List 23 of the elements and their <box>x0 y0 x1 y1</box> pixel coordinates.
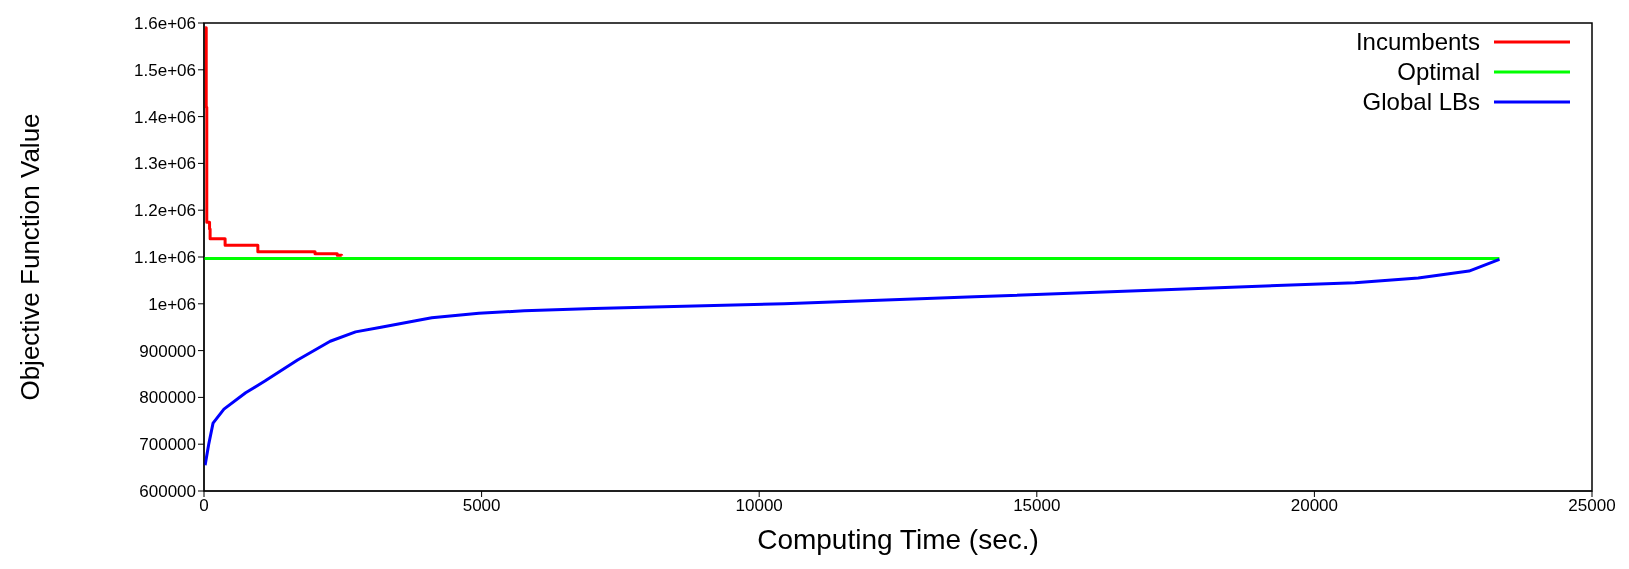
legend-label: Incumbents <box>1355 28 1480 56</box>
y-tick-label: 1.5e+06 <box>134 60 196 80</box>
y-tick-label: 800000 <box>139 388 196 408</box>
line-series <box>204 257 1501 467</box>
y-tick-label: 1.3e+06 <box>134 154 196 174</box>
x-tick-label: 20000 <box>1290 496 1339 516</box>
x-axis-title: Computing Time (sec.) <box>757 524 1039 555</box>
legend-label: Optimal <box>1397 58 1480 86</box>
x-tick-label: 5000 <box>462 496 501 516</box>
x-tick-label: 10000 <box>735 496 783 516</box>
x-tick-label: 0 <box>199 496 209 516</box>
y-axis-title: Objective Function Value <box>15 113 46 401</box>
y-tick-label: 1e+06 <box>148 294 196 314</box>
y-tick-label: 1.1e+06 <box>134 248 196 268</box>
x-tick-label: 15000 <box>1013 496 1061 516</box>
y-tick-label: 700000 <box>139 435 196 455</box>
x-tick-label: 25000 <box>1568 496 1616 516</box>
y-tick-label: 1.6e+06 <box>134 14 196 34</box>
y-tick-label: 600000 <box>139 482 196 502</box>
legend-label: Global LBs <box>1362 88 1480 116</box>
y-tick-label: 900000 <box>139 341 196 361</box>
y-tick-label: 1.2e+06 <box>134 201 196 221</box>
y-tick-label: 1.4e+06 <box>134 107 196 127</box>
